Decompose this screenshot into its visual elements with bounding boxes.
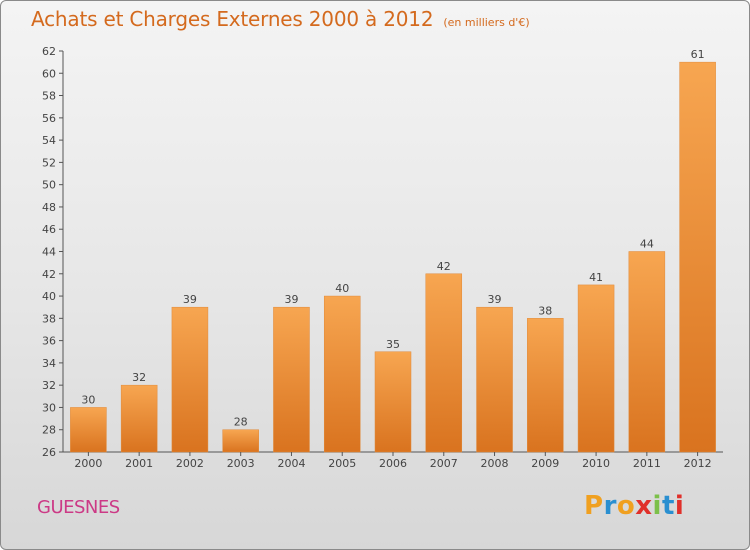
value-label-2003: 28	[234, 416, 248, 429]
y-tick-label: 48	[42, 201, 56, 214]
logo-letter: i	[652, 491, 662, 521]
y-tick-label: 40	[42, 290, 56, 303]
x-tick-label-2011: 2011	[633, 457, 661, 470]
value-label-2009: 38	[538, 304, 552, 317]
logo-letter: t	[661, 491, 675, 521]
logo-letter: x	[635, 491, 653, 521]
value-label-2008: 39	[488, 293, 502, 306]
x-tick-label-2006: 2006	[379, 457, 407, 470]
x-tick-label-2007: 2007	[430, 457, 458, 470]
y-tick-label: 52	[42, 156, 56, 169]
x-tick-label-2003: 2003	[227, 457, 255, 470]
y-tick-label: 60	[42, 67, 56, 80]
value-label-2011: 44	[640, 238, 654, 251]
bar-2009	[527, 318, 564, 453]
logo-letter: o	[616, 491, 636, 521]
chart-x-ticks: 2000 2001 2002 2003 2004 2005 2006 2007 2008 2009…	[74, 452, 712, 470]
bar-2006	[374, 351, 412, 453]
y-tick-label: 36	[42, 335, 56, 348]
value-label-2005: 40	[335, 282, 349, 295]
y-tick-label: 42	[42, 268, 56, 281]
x-tick-label-2010: 2010	[582, 457, 610, 470]
y-tick-label: 30	[42, 401, 56, 414]
bar-2010	[577, 284, 615, 453]
bar-2011	[628, 251, 666, 453]
value-label-2010: 41	[589, 271, 603, 284]
y-tick-label: 44	[42, 246, 56, 259]
bar-2001	[120, 384, 158, 453]
chart-title: Achats et Charges Externes 2000 à 2012 (e…	[31, 7, 530, 31]
bar-2007	[425, 273, 463, 453]
x-tick-label-2008: 2008	[481, 457, 509, 470]
logo-letter: i	[674, 491, 685, 521]
value-label-2001: 32	[132, 371, 146, 384]
logo-letter: r	[603, 491, 617, 521]
y-tick-label: 46	[42, 223, 56, 236]
x-tick-label-2005: 2005	[328, 457, 356, 470]
chart-bars	[70, 61, 716, 453]
value-label-2012: 61	[691, 48, 705, 61]
proxiti-logo: Proxiti	[584, 491, 684, 521]
logo-letter: P	[584, 491, 604, 521]
x-tick-label-2001: 2001	[125, 457, 153, 470]
y-tick-label: 50	[42, 179, 56, 192]
commune-name: GUESNES	[37, 497, 120, 518]
bar-2005	[323, 295, 361, 453]
x-tick-label-2002: 2002	[176, 457, 204, 470]
bar-2000	[70, 407, 107, 453]
value-label-2000: 30	[81, 393, 95, 406]
bar-2012	[679, 61, 716, 453]
y-tick-label: 26	[42, 446, 56, 459]
y-tick-label: 62	[42, 45, 56, 58]
value-label-2006: 35	[386, 338, 400, 351]
bar-2002	[171, 306, 209, 453]
x-tick-label-2000: 2000	[74, 457, 102, 470]
y-tick-label: 34	[42, 357, 56, 370]
y-tick-label: 54	[42, 134, 56, 147]
chart-title-text: Achats et Charges Externes 2000 à 2012	[31, 7, 434, 31]
value-label-2007: 42	[437, 260, 451, 273]
bar-2004	[273, 306, 310, 453]
chart-subtitle: (en milliers d'€)	[443, 16, 530, 29]
value-label-2004: 39	[284, 293, 298, 306]
y-tick-label: 28	[42, 424, 56, 437]
bar-2008	[476, 306, 513, 453]
y-tick-label: 56	[42, 112, 56, 125]
value-label-2002: 39	[183, 293, 197, 306]
y-tick-label: 32	[42, 379, 56, 392]
y-tick-label: 58	[42, 90, 56, 103]
bar-2003	[222, 429, 259, 453]
chart-value-labels: 30 32 39 28 39 40 35 42 39 38 41 44 61	[81, 48, 704, 429]
x-tick-label-2012: 2012	[684, 457, 712, 470]
x-tick-label-2009: 2009	[531, 457, 559, 470]
x-tick-label-2004: 2004	[277, 457, 305, 470]
chart-y-ticks: 26 28 30 32 34 36 38 40 42 44 46 48 50 52 54 56 58 60 62	[42, 45, 63, 459]
y-tick-label: 38	[42, 312, 56, 325]
